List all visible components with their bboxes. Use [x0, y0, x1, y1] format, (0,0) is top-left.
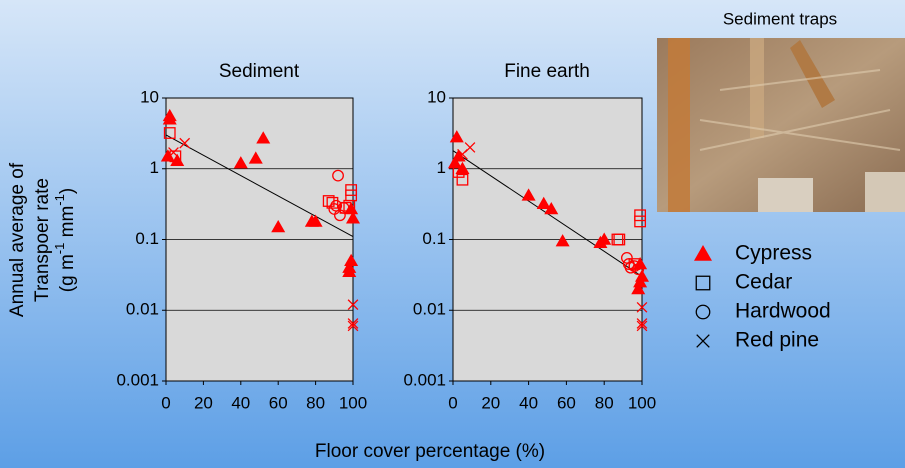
marker-triangle [308, 214, 323, 227]
marker-cross [636, 320, 648, 332]
marker-circle [628, 260, 641, 273]
legend-label: Hardwood [735, 300, 831, 323]
marker-cross [347, 318, 359, 329]
marker-triangle [447, 156, 462, 169]
x-tick-label: 100 [339, 393, 367, 412]
marker-square [634, 215, 647, 228]
marker-triangle [449, 130, 464, 143]
marker-triangle [248, 151, 263, 164]
marker-cross [347, 320, 359, 332]
x-tick-label: 100 [628, 393, 656, 412]
marker-triangle [635, 269, 649, 282]
marker-triangle [344, 253, 359, 267]
y-tick-label: 0.001 [116, 370, 159, 389]
fit-line [165, 134, 354, 238]
marker-square [343, 199, 356, 212]
marker-square [163, 127, 176, 139]
x-tick-label: 0 [448, 393, 457, 412]
y-axis-label: Annual average of Transpoer rate (g m-1 … [7, 162, 78, 317]
chart-title: Fine earth [504, 61, 590, 82]
marker-triangle [631, 281, 646, 295]
unit-sup: -1 [52, 194, 67, 206]
marker-cross [464, 142, 476, 153]
marker-cross [168, 147, 179, 158]
marker-triangle [555, 234, 570, 247]
marker-triangle [521, 188, 536, 201]
marker-triangle [233, 156, 248, 169]
marker-circle [695, 304, 711, 320]
x-tick-label: 20 [481, 393, 500, 412]
x-tick-label: 20 [194, 393, 213, 412]
marker-triangle [342, 264, 357, 278]
x-tick-label: 60 [269, 393, 288, 412]
marker-circle [328, 203, 341, 215]
y-tick-label: 10 [140, 87, 159, 106]
y-label-line: Transpoer rate [32, 178, 53, 302]
y-tick-label: 0.1 [422, 229, 446, 248]
x-axis-label: Floor cover percentage (%) [315, 441, 545, 462]
x-tick-label: 0 [161, 393, 170, 412]
marker-circle [620, 251, 633, 264]
unit-part: ) [57, 188, 78, 194]
unit-part: (g m [57, 254, 78, 292]
y-label-line: Annual average of [7, 162, 28, 317]
y-tick-label: 0.1 [135, 229, 159, 248]
legend-label: Cedar [735, 271, 792, 294]
x-tick-label: 80 [306, 393, 325, 412]
chart-title: Sediment [219, 61, 300, 82]
marker-square [613, 233, 626, 246]
marker-triangle [170, 153, 185, 166]
marker-square [456, 173, 469, 186]
marker-triangle [694, 245, 712, 261]
x-tick-label: 60 [557, 393, 576, 412]
marker-circle [632, 263, 645, 276]
marker-triangle [256, 131, 271, 144]
y-tick-label: 1 [437, 158, 446, 177]
marker-square [452, 166, 465, 178]
marker-cross [636, 318, 648, 329]
legend-label: Red pine [735, 329, 819, 352]
marker-circle [332, 169, 344, 182]
photo-caption: Sediment traps [723, 9, 837, 28]
marker-square [326, 196, 339, 209]
y-tick-label: 10 [427, 87, 446, 106]
marker-triangle [162, 112, 177, 125]
x-tick-label: 40 [231, 393, 250, 412]
y-tick-label: 0.01 [413, 300, 446, 319]
marker-square [695, 275, 711, 291]
marker-triangle [451, 149, 466, 162]
marker-cross [696, 334, 710, 348]
marker-cross [636, 301, 648, 313]
marker-circle [337, 201, 350, 214]
marker-triangle [160, 149, 175, 162]
marker-triangle [271, 220, 286, 233]
marker-triangle [346, 211, 360, 224]
marker-triangle [544, 201, 559, 215]
y-tick-label: 0.001 [403, 370, 446, 389]
x-tick-label: 80 [595, 393, 614, 412]
marker-cross [179, 137, 191, 149]
photo [657, 38, 905, 212]
x-tick-label: 40 [519, 393, 538, 412]
y-label-units: (g m-1 mm-1) [52, 188, 78, 292]
unit-part: mm [57, 206, 78, 243]
marker-triangle [536, 196, 551, 210]
marker-triangle [455, 161, 470, 174]
legend-label: Cypress [735, 242, 812, 265]
y-tick-label: 0.01 [126, 300, 159, 319]
y-tick-label: 1 [150, 158, 159, 177]
marker-cross [347, 299, 359, 311]
marker-triangle [597, 232, 612, 245]
unit-sup: -1 [52, 243, 67, 255]
marker-square [634, 209, 647, 222]
